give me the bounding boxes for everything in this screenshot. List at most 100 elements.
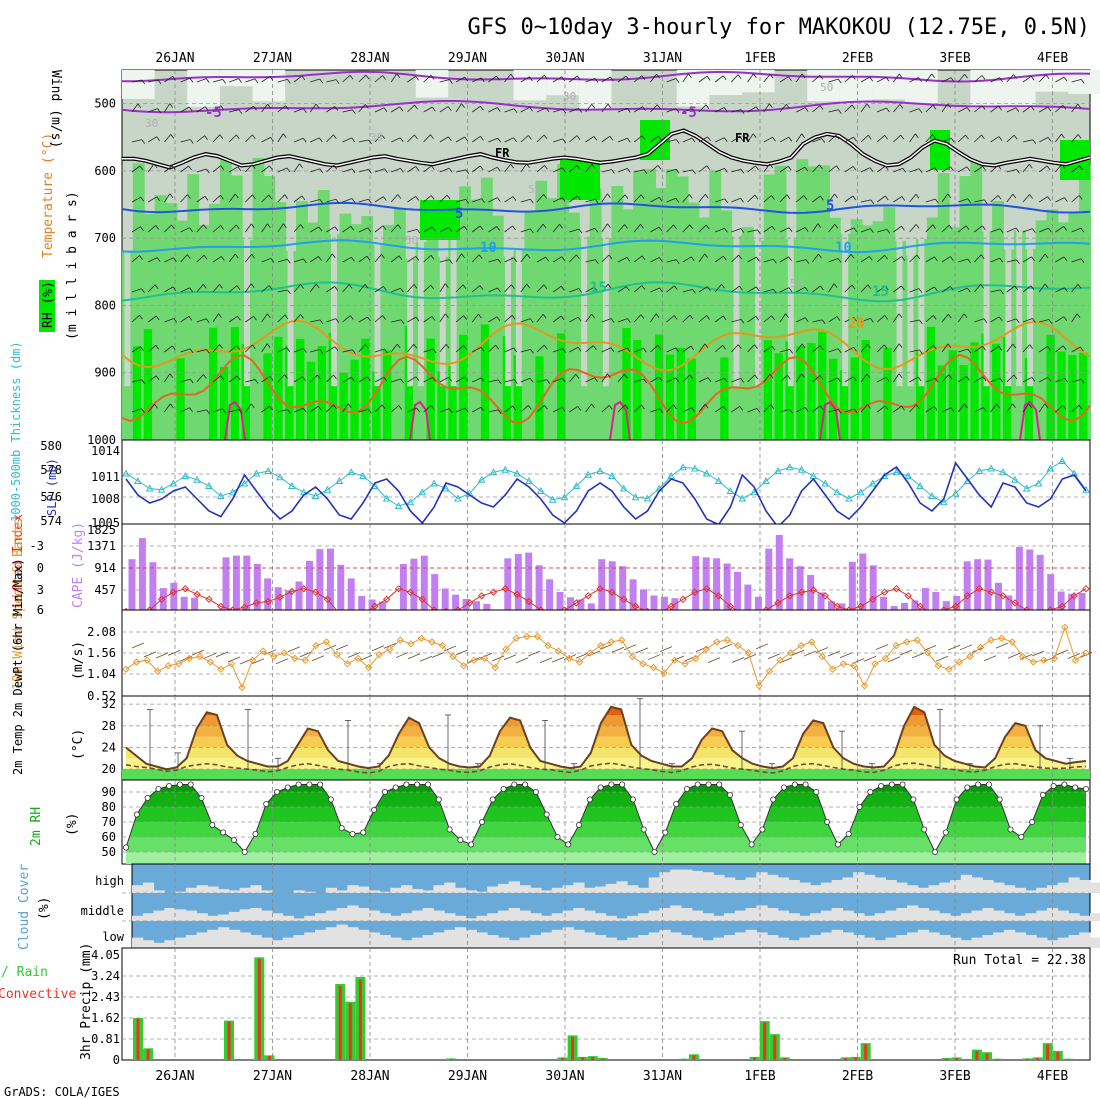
wind-barb-flag (801, 373, 805, 378)
wind-barb (633, 194, 642, 203)
wind-barb-flag (594, 286, 598, 292)
wind-barb-flag (447, 106, 452, 111)
cloud-cell (519, 885, 531, 893)
wind-barb-flag (400, 378, 405, 384)
wind-barb-flag (870, 228, 874, 233)
wind-point (966, 652, 974, 661)
cloud-cell (411, 889, 424, 893)
cloud-cell (142, 882, 155, 893)
wind-barb (974, 75, 983, 83)
wind-barb-flag (562, 377, 566, 383)
wind-barb-flag (154, 284, 159, 290)
wind-barb (164, 103, 171, 113)
wind-barb-flag (819, 345, 824, 351)
tick-label: 0.81 (91, 1032, 120, 1046)
wind-barb-flag (364, 283, 369, 289)
wind-barb-flag (788, 287, 793, 292)
wind-barb-flag (917, 376, 922, 382)
wind-barb-flag (607, 223, 611, 229)
wind-barb-flag (769, 103, 773, 108)
contour-5 (121, 201, 1091, 214)
wind-barb-flag (399, 106, 404, 112)
wind-barb (455, 169, 466, 173)
rh-mid-cell (154, 195, 167, 440)
thickness-point (193, 475, 201, 483)
wind-barb-flag (222, 79, 227, 84)
wind-barb (423, 165, 432, 173)
surface-wind-barb (455, 649, 469, 656)
precip-conv-bar (571, 1036, 575, 1060)
wind-barb (925, 167, 936, 173)
wind-barb-flag (464, 376, 469, 382)
wind-barb (795, 343, 803, 353)
wind-barb-flag (269, 165, 273, 171)
wind-barb-flag (706, 315, 710, 320)
wind-barb (439, 194, 448, 203)
precip-panel: 4.053.242.431.620.810 Run Total = 22.38 … (0, 943, 1091, 1067)
cloud-cell (573, 908, 585, 921)
cloud-cell (228, 890, 241, 893)
wind-barb (520, 377, 531, 383)
wind-barb-flag (853, 317, 857, 322)
wind-point (185, 654, 194, 663)
cape-bar (504, 558, 512, 610)
cloud-cell (681, 869, 693, 893)
rh2m-point (813, 789, 820, 796)
rh-mid-cell (274, 202, 287, 440)
rh-contour-label: 30 (145, 117, 158, 130)
wind-barb-flag (1080, 379, 1085, 384)
wind-barb-flag (772, 137, 776, 142)
wind-barb (147, 345, 156, 353)
cloud-cell (971, 910, 983, 921)
wind-barb-flag (543, 194, 547, 199)
rh2m-point (144, 795, 151, 802)
cape-bar (880, 596, 888, 610)
wind-barb-flag (140, 346, 144, 351)
cloud-cell (691, 937, 703, 948)
wind-barb-flag (170, 134, 175, 139)
wind-barb-flag (850, 253, 855, 259)
cloud-cell (293, 935, 305, 948)
wind-barb (909, 254, 918, 263)
wind-barb-flag (382, 225, 387, 231)
wind-barb-flag (202, 284, 207, 289)
cape-bar (431, 574, 439, 610)
rh2m-point (133, 811, 140, 818)
wind-barb-flag (934, 286, 938, 292)
wind-barb-flag (932, 224, 937, 229)
cloud-cell (315, 929, 327, 948)
rh-dry-cell (918, 170, 925, 387)
wind-barb-flag (270, 137, 274, 142)
wind-barb-flag (269, 76, 274, 81)
cloud-cell (358, 908, 370, 921)
wind-barb-flag (480, 407, 485, 412)
wind-barb (909, 288, 920, 293)
wind-barb (795, 373, 802, 383)
rh2m-point (1083, 786, 1090, 793)
cloud-cell (1036, 910, 1048, 921)
cloud-cell (1057, 910, 1069, 921)
wind-barb (795, 195, 805, 203)
wind-barb-flag (1080, 227, 1085, 233)
cloud-cell (293, 890, 305, 893)
cape-bar (180, 596, 188, 610)
rh-dry-cell (581, 170, 588, 387)
rh-dry-cell (1068, 70, 1100, 94)
wind-barb (569, 316, 579, 323)
wind-barb-flag (497, 137, 502, 143)
wind-barb (601, 223, 608, 233)
rh2m-point (845, 831, 852, 838)
lifted-index-point (821, 592, 830, 600)
rh-mid-cell (165, 203, 178, 440)
wind-point (734, 641, 742, 650)
rh2m-point (1039, 792, 1046, 799)
wind-barb-flag (998, 105, 1002, 111)
wind-barb-flag (771, 226, 776, 231)
wind-barb-flag (835, 134, 840, 140)
wind-barb-flag (153, 163, 158, 169)
wind-barb (763, 103, 770, 113)
wind-barb-flag (689, 374, 694, 380)
wind-barb (682, 374, 691, 383)
lifted-index-point (975, 584, 984, 593)
wind-barb-flag (834, 223, 839, 229)
